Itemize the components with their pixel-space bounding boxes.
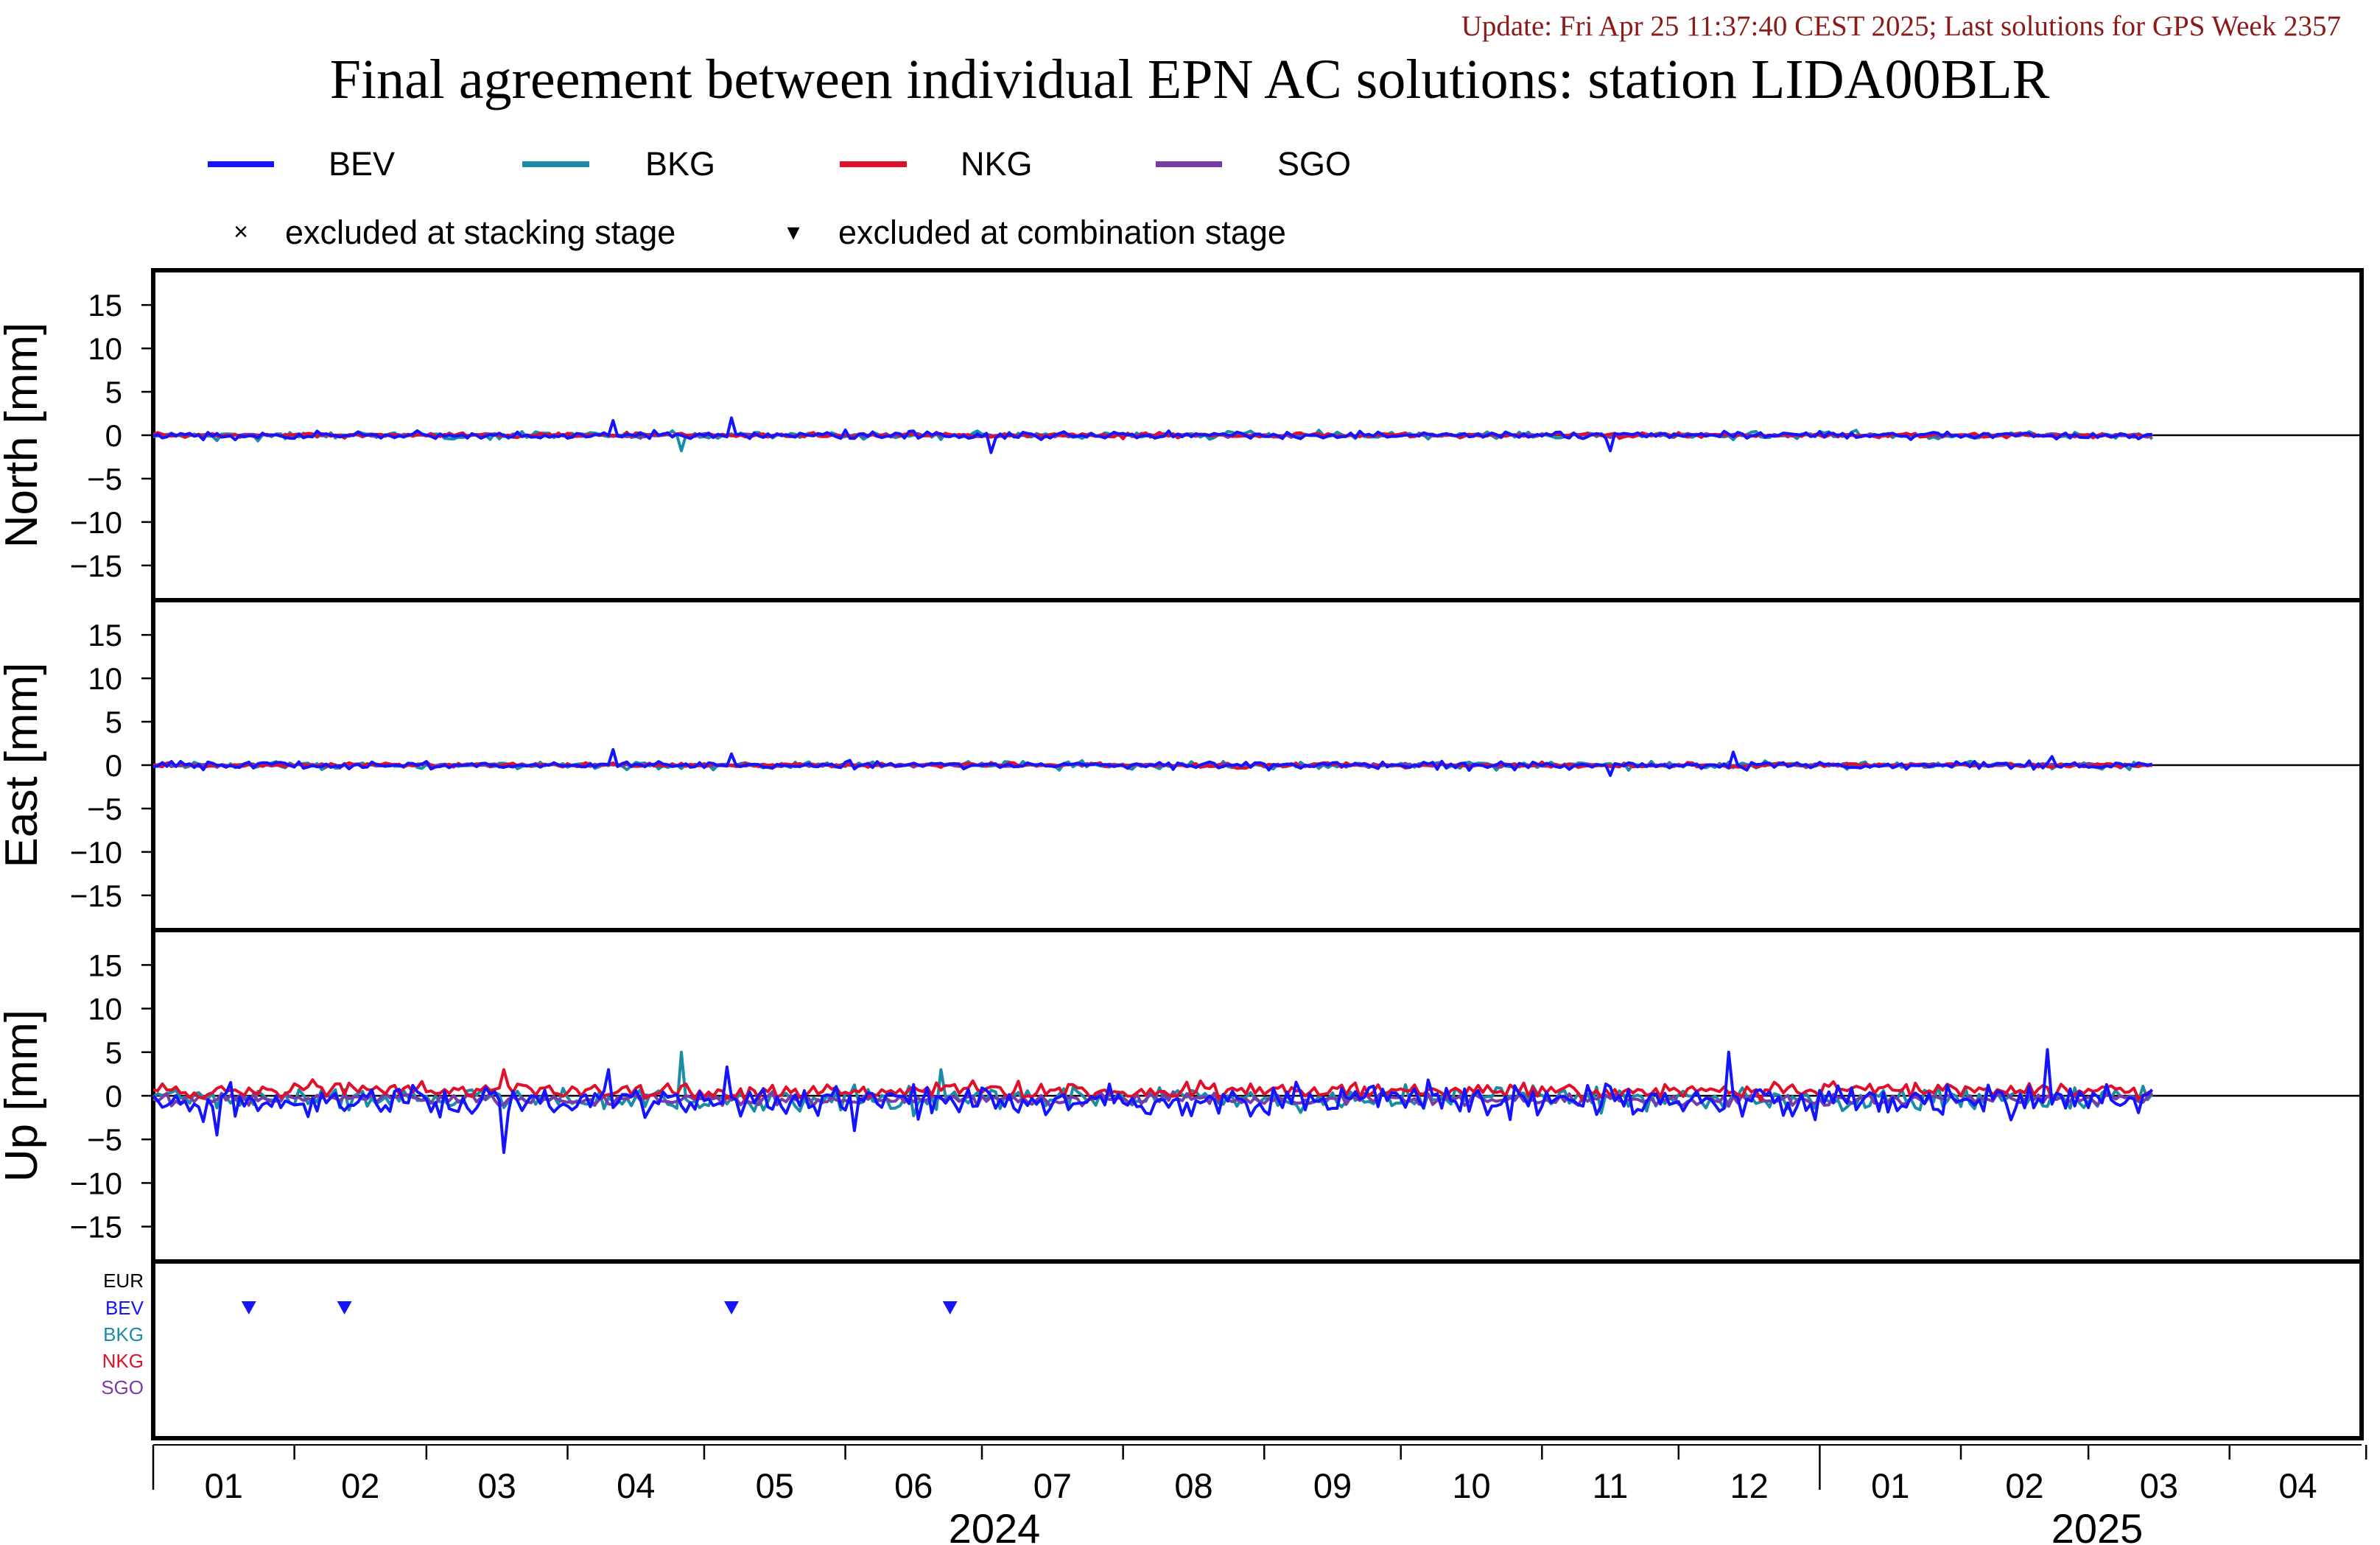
y-tick-label: 5	[105, 1035, 122, 1070]
legend-label-bev: BEV	[329, 145, 395, 183]
legend: BEV BKG NKG SGO × excluded at stacking s…	[208, 145, 1351, 251]
legend-label-nkg: NKG	[961, 145, 1033, 183]
series-line-up-bev	[152, 1048, 2154, 1154]
y-tick-label: 5	[105, 375, 122, 409]
panel-east-yticks: 15 10 5 0 −5 −10 −15	[70, 618, 153, 913]
month-label: 11	[1593, 1466, 1629, 1505]
combination-triangle-icon: ▾	[787, 218, 799, 246]
exclusion-panel-frame	[151, 1259, 2364, 1440]
x-axis: 01 02 03 04 05 06 07 08 09 10 11 12 01 02 03 04 2024 20…	[152, 1444, 2367, 1545]
y-tick-label: −10	[70, 505, 122, 540]
y-tick-label: 10	[88, 661, 122, 696]
legend-marker-combination: ▾ excluded at combination stage	[787, 214, 1285, 251]
panel-up-yticks: 15 10 5 0 −5 −10 −15	[70, 948, 153, 1245]
y-tick-label: 15	[88, 948, 122, 982]
x-axis-ticks: 01 02 03 04 05 06 07 08 09 10 11 12 01 02 03 04	[152, 1445, 2367, 1505]
month-label: 09	[1313, 1466, 1352, 1505]
panel-up: Up [mm] 15 10 5 0 −5 −10 −15	[0, 928, 2364, 1264]
month-label: 04	[617, 1466, 655, 1505]
y-tick-label: −15	[70, 879, 122, 913]
exclusion-panel: EUR BEV BKG NKG SGO	[101, 1259, 2364, 1440]
month-label: 05	[756, 1466, 794, 1505]
exclusion-markers	[241, 1301, 958, 1315]
y-tick-label: −5	[87, 792, 122, 826]
panel-north-ylabel: North [mm]	[0, 323, 47, 549]
panel-east-series	[152, 747, 2153, 778]
exclusion-marker-bev	[337, 1301, 352, 1315]
month-label: 12	[1730, 1466, 1768, 1505]
panel-east: East [mm] 15 10 5 0 −5 −10 −15	[0, 598, 2364, 932]
month-label: 01	[205, 1466, 243, 1505]
stacking-cross-icon: ×	[234, 218, 248, 246]
month-label: 03	[478, 1466, 516, 1505]
exclusion-label-bkg: BKG	[103, 1323, 144, 1345]
month-label: 10	[1452, 1466, 1490, 1505]
y-tick-label: −15	[70, 1210, 122, 1245]
legend-item-bev: BEV	[208, 145, 395, 183]
y-tick-label: 0	[105, 1079, 122, 1113]
exclusion-label-sgo: SGO	[101, 1376, 144, 1398]
exclusion-marker-bev	[724, 1301, 740, 1315]
y-tick-label: −10	[70, 1166, 122, 1200]
series-line-east-bev	[152, 747, 2153, 778]
panel-north: North [mm] 15 10 5 0 −5 −10 −15	[0, 268, 2364, 602]
stacking-label: excluded at stacking stage	[285, 214, 675, 251]
month-label: 03	[2140, 1466, 2178, 1505]
legend-label-bkg: BKG	[645, 145, 715, 183]
panel-north-yticks: 15 10 5 0 −5 −10 −15	[70, 288, 153, 583]
chart-title: Final agreement between individual EPN A…	[330, 49, 2050, 110]
legend-marker-stacking: × excluded at stacking stage	[234, 214, 675, 251]
y-tick-label: −5	[87, 462, 122, 496]
month-label: 02	[2005, 1466, 2043, 1505]
y-tick-label: −10	[70, 835, 122, 870]
y-tick-label: 10	[88, 331, 122, 366]
panel-east-ylabel: East [mm]	[0, 662, 47, 867]
y-tick-label: −5	[87, 1122, 122, 1157]
legend-label-sgo: SGO	[1277, 145, 1351, 183]
y-tick-label: 15	[88, 618, 122, 652]
panel-north-series	[152, 416, 2154, 454]
exclusion-marker-bev	[241, 1301, 256, 1315]
legend-item-bkg: BKG	[522, 145, 715, 183]
exclusion-label-eur: EUR	[103, 1270, 144, 1292]
exclusion-marker-bev	[942, 1301, 958, 1315]
month-label: 06	[894, 1466, 933, 1505]
legend-item-nkg: NKG	[840, 145, 1033, 183]
panel-up-series	[152, 1048, 2154, 1154]
y-tick-label: −15	[70, 549, 122, 583]
month-label: 04	[2278, 1466, 2317, 1505]
month-label: 08	[1174, 1466, 1212, 1505]
year-label-2024: 2024	[949, 1505, 1041, 1545]
exclusion-label-bev: BEV	[105, 1297, 144, 1319]
month-label: 07	[1033, 1466, 1072, 1505]
legend-item-sgo: SGO	[1156, 145, 1351, 183]
series-line-north-bev	[152, 416, 2152, 454]
y-tick-label: 10	[88, 992, 122, 1027]
y-tick-label: 5	[105, 705, 122, 739]
exclusion-label-nkg: NKG	[102, 1350, 144, 1372]
y-tick-label: 0	[105, 748, 122, 783]
update-text: Update: Fri Apr 25 11:37:40 CEST 2025; L…	[1461, 10, 2341, 42]
y-tick-label: 15	[88, 288, 122, 323]
month-label: 02	[341, 1466, 379, 1505]
combination-label: excluded at combination stage	[838, 214, 1286, 251]
y-tick-label: 0	[105, 418, 122, 453]
year-label-2025: 2025	[2051, 1505, 2144, 1545]
panel-up-ylabel: Up [mm]	[0, 1010, 47, 1182]
month-label: 01	[1871, 1466, 1909, 1505]
